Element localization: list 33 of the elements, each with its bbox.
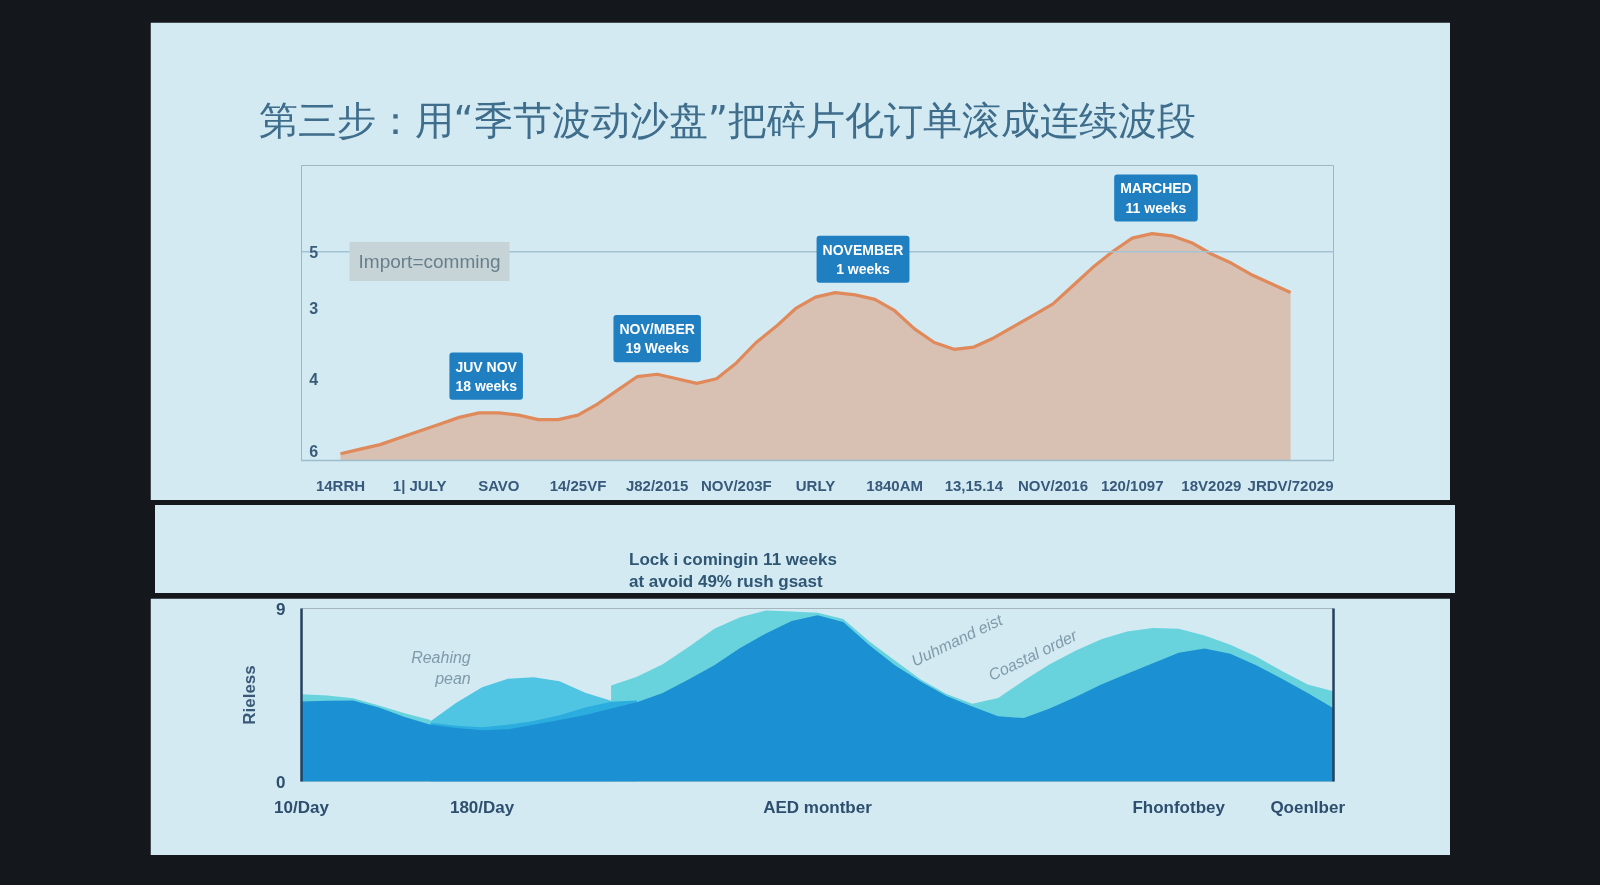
text: 4 [309,371,319,389]
x-tick-label: 1840AM [866,476,924,494]
annotation: Reahing pean [411,649,471,687]
x-tick-label: NOV/2016 [1018,476,1089,494]
chart-title: 第三步：用“季节波动沙盘”把碎片化订单滚成连续波段 [258,97,1196,143]
y-axis-title: Rieless [240,665,260,725]
x-tick-label: 14RRH [315,476,366,494]
x-tick-label: 13,15.14 [944,476,1004,494]
text: MARCHED 11 weeks [1120,180,1192,216]
x-tick-label: J82/2015 [625,476,689,494]
y-tick-label: 9 [276,599,286,619]
x-tick-label: SAVO [478,476,520,494]
x-tick-label: 1| JULY [392,476,447,494]
text: 5 [309,243,319,261]
y-tick-label: 0 [276,772,286,792]
annotation: Import=comming [358,250,501,272]
x-tick-label: NOV/203F [700,476,772,494]
annotation: NOV/MBER 19 Weeks [619,321,695,357]
text: 3 [309,299,319,317]
x-tick-label: 14/25VF [549,476,607,494]
x-tick-label: AED montber [763,797,873,817]
x-tick-label: Fhonfotbey [1132,797,1226,817]
x-tick-label: 120/1097 [1100,476,1164,494]
text: 6 [309,442,319,460]
x-tick-label: Qoenlber [1270,797,1346,817]
x-tick-label: 18V2029 [1181,476,1242,494]
annotation: NOVEMBER 1 weeks [822,241,904,277]
x-tick-label: JRDV/72029 [1247,476,1334,494]
x-tick-label: URLY [795,476,836,494]
x-tick-label: 10/Day [274,797,330,817]
annotation: JUV NOV 18 weeks [455,358,518,394]
x-tick-label: 180/Day [449,797,515,817]
text: Lock i comingin 11 weeks at avoid 49% rush gsast [628,549,837,594]
